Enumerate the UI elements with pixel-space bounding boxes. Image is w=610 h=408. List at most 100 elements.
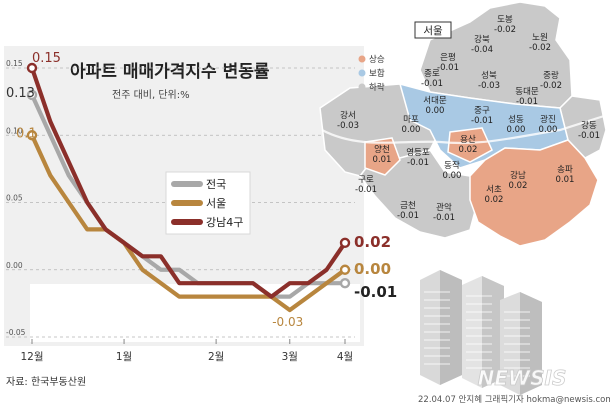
legend-label-전국: 전국	[206, 178, 226, 191]
district-name-은평: 은평	[440, 52, 456, 63]
district-value-서대문: 0.00	[426, 106, 445, 116]
y-tick-label: 0.15	[6, 59, 23, 68]
district-name-광진: 광진	[540, 114, 556, 125]
district-name-동대문: 동대문	[515, 87, 539, 97]
district-name-도봉: 도봉	[497, 15, 513, 25]
y-tick-label: 0.00	[6, 261, 23, 270]
end-label-서울: 0.00	[354, 260, 391, 278]
x-tick-label: 4월	[337, 351, 353, 363]
district-value-서초: 0.02	[485, 195, 504, 205]
map-legend-dot	[358, 83, 366, 91]
district-value-광진: 0.00	[539, 125, 558, 135]
district-value-영등포: -0.01	[407, 158, 429, 168]
district-value-성동: 0.00	[507, 125, 526, 135]
district-name-서대문: 서대문	[423, 96, 447, 106]
series-lines	[29, 65, 348, 313]
district-name-노원: 노원	[532, 33, 548, 43]
district-value-강서: -0.03	[337, 121, 359, 131]
start-marker-서울	[26, 130, 38, 141]
district-value-강남: 0.02	[509, 181, 528, 191]
district-value-강북: -0.04	[471, 45, 493, 55]
district-name-성동: 성동	[508, 115, 524, 125]
map-title: 서울	[423, 25, 443, 37]
district-name-중랑: 중랑	[543, 70, 559, 81]
map-legend-label: 상승	[369, 54, 385, 65]
district-value-강동: -0.01	[578, 131, 600, 141]
end-label-강남4구: 0.02	[354, 233, 391, 251]
district-name-동작: 동작	[444, 160, 460, 171]
map-legend-label: 보합	[369, 69, 385, 79]
han-river	[321, 114, 605, 145]
district-value-금천: -0.01	[397, 211, 419, 221]
district-name-영등포: 영등포	[406, 147, 430, 158]
district-name-마포: 마포	[403, 115, 419, 125]
source-note: 자료: 한국부동산원	[6, 376, 86, 388]
series-line-서울	[29, 133, 348, 313]
credit-line: 22.04.07 안지혜 그래픽기자 hokma@newsis.com	[418, 394, 610, 405]
map-legend-label: 하락	[369, 82, 385, 93]
district-value-중랑: -0.02	[540, 81, 562, 91]
negative-region	[30, 284, 360, 342]
district-name-강남: 강남	[510, 170, 526, 181]
x-tick-label: 3월	[282, 351, 298, 363]
gangnam-orange-region	[469, 139, 599, 247]
district-value-마포: 0.00	[402, 125, 421, 135]
y-tick-label: 0.10	[6, 126, 23, 135]
y-tick-label: -0.05	[6, 328, 26, 337]
end-marker-전국	[339, 278, 351, 289]
start-marker-강남4구	[26, 62, 38, 74]
yongsan-orange-region	[447, 127, 493, 163]
district-value-성북: -0.03	[478, 81, 500, 91]
min-label: -0.03	[272, 315, 303, 329]
start-marker-전국	[26, 89, 38, 101]
chart-title: 아파트 매매가격지수 변동률	[70, 62, 270, 82]
district-name-서초: 서초	[486, 185, 502, 195]
y-tick-label: 0.05	[6, 194, 23, 203]
map-title-box	[414, 21, 452, 39]
chart-subtitle: 전주 대비, 단위:%	[112, 88, 190, 101]
district-name-강서: 강서	[340, 110, 356, 121]
series-line-강남4구	[29, 65, 348, 299]
district-name-강북: 강북	[474, 34, 490, 45]
district-value-송파: 0.01	[556, 175, 575, 185]
district-name-송파: 송파	[557, 165, 573, 175]
district-name-강동: 강동	[581, 120, 597, 131]
district-value-은평: -0.01	[437, 63, 459, 73]
district-name-관악: 관악	[436, 202, 452, 213]
watermark: NEWSIS	[478, 366, 567, 390]
start-label-서울: 0.1	[16, 126, 37, 141]
district-value-동작: 0.00	[443, 171, 462, 181]
district-name-종로: 종로	[424, 69, 440, 79]
end-marker-강남4구	[339, 237, 351, 249]
end-marker-서울	[339, 264, 351, 275]
district-name-양천: 양천	[374, 144, 390, 155]
district-name-용산: 용산	[460, 134, 476, 145]
x-tick-label: 12월	[20, 351, 43, 363]
district-value-도봉: -0.02	[494, 25, 516, 35]
start-label-강남4구: 0.15	[32, 51, 61, 66]
x-tick-label: 2월	[208, 351, 224, 363]
apartment-buildings-illustration	[420, 270, 542, 395]
district-name-성북: 성북	[481, 71, 497, 81]
district-labels: 도봉-0.02노원-0.02강북-0.04은평-0.01성북-0.03중랑-0.…	[337, 15, 600, 223]
district-value-양천: 0.01	[373, 155, 392, 165]
legend-label-서울: 서울	[206, 197, 226, 210]
district-value-구로: -0.01	[355, 185, 377, 195]
end-label-전국: -0.01	[354, 283, 397, 301]
district-value-노원: -0.02	[529, 43, 551, 53]
legend-label-강남4구: 강남4구	[206, 216, 243, 229]
district-value-관악: -0.01	[433, 213, 455, 223]
district-value-용산: 0.02	[459, 145, 478, 155]
district-value-중구: -0.01	[471, 116, 493, 126]
data-labels: 0.15 0.13 0.1 -0.01 0.00 0.02 -0.03	[6, 51, 397, 329]
district-value-동대문: -0.01	[516, 97, 538, 107]
district-name-구로: 구로	[358, 175, 374, 185]
map-legend-dot	[358, 69, 366, 77]
yangcheon-orange-region	[364, 137, 401, 176]
district-name-중구: 중구	[474, 106, 490, 116]
x-axis-ticks: 12월 1월 2월 3월 4월	[20, 339, 353, 363]
district-name-금천: 금천	[400, 200, 416, 211]
